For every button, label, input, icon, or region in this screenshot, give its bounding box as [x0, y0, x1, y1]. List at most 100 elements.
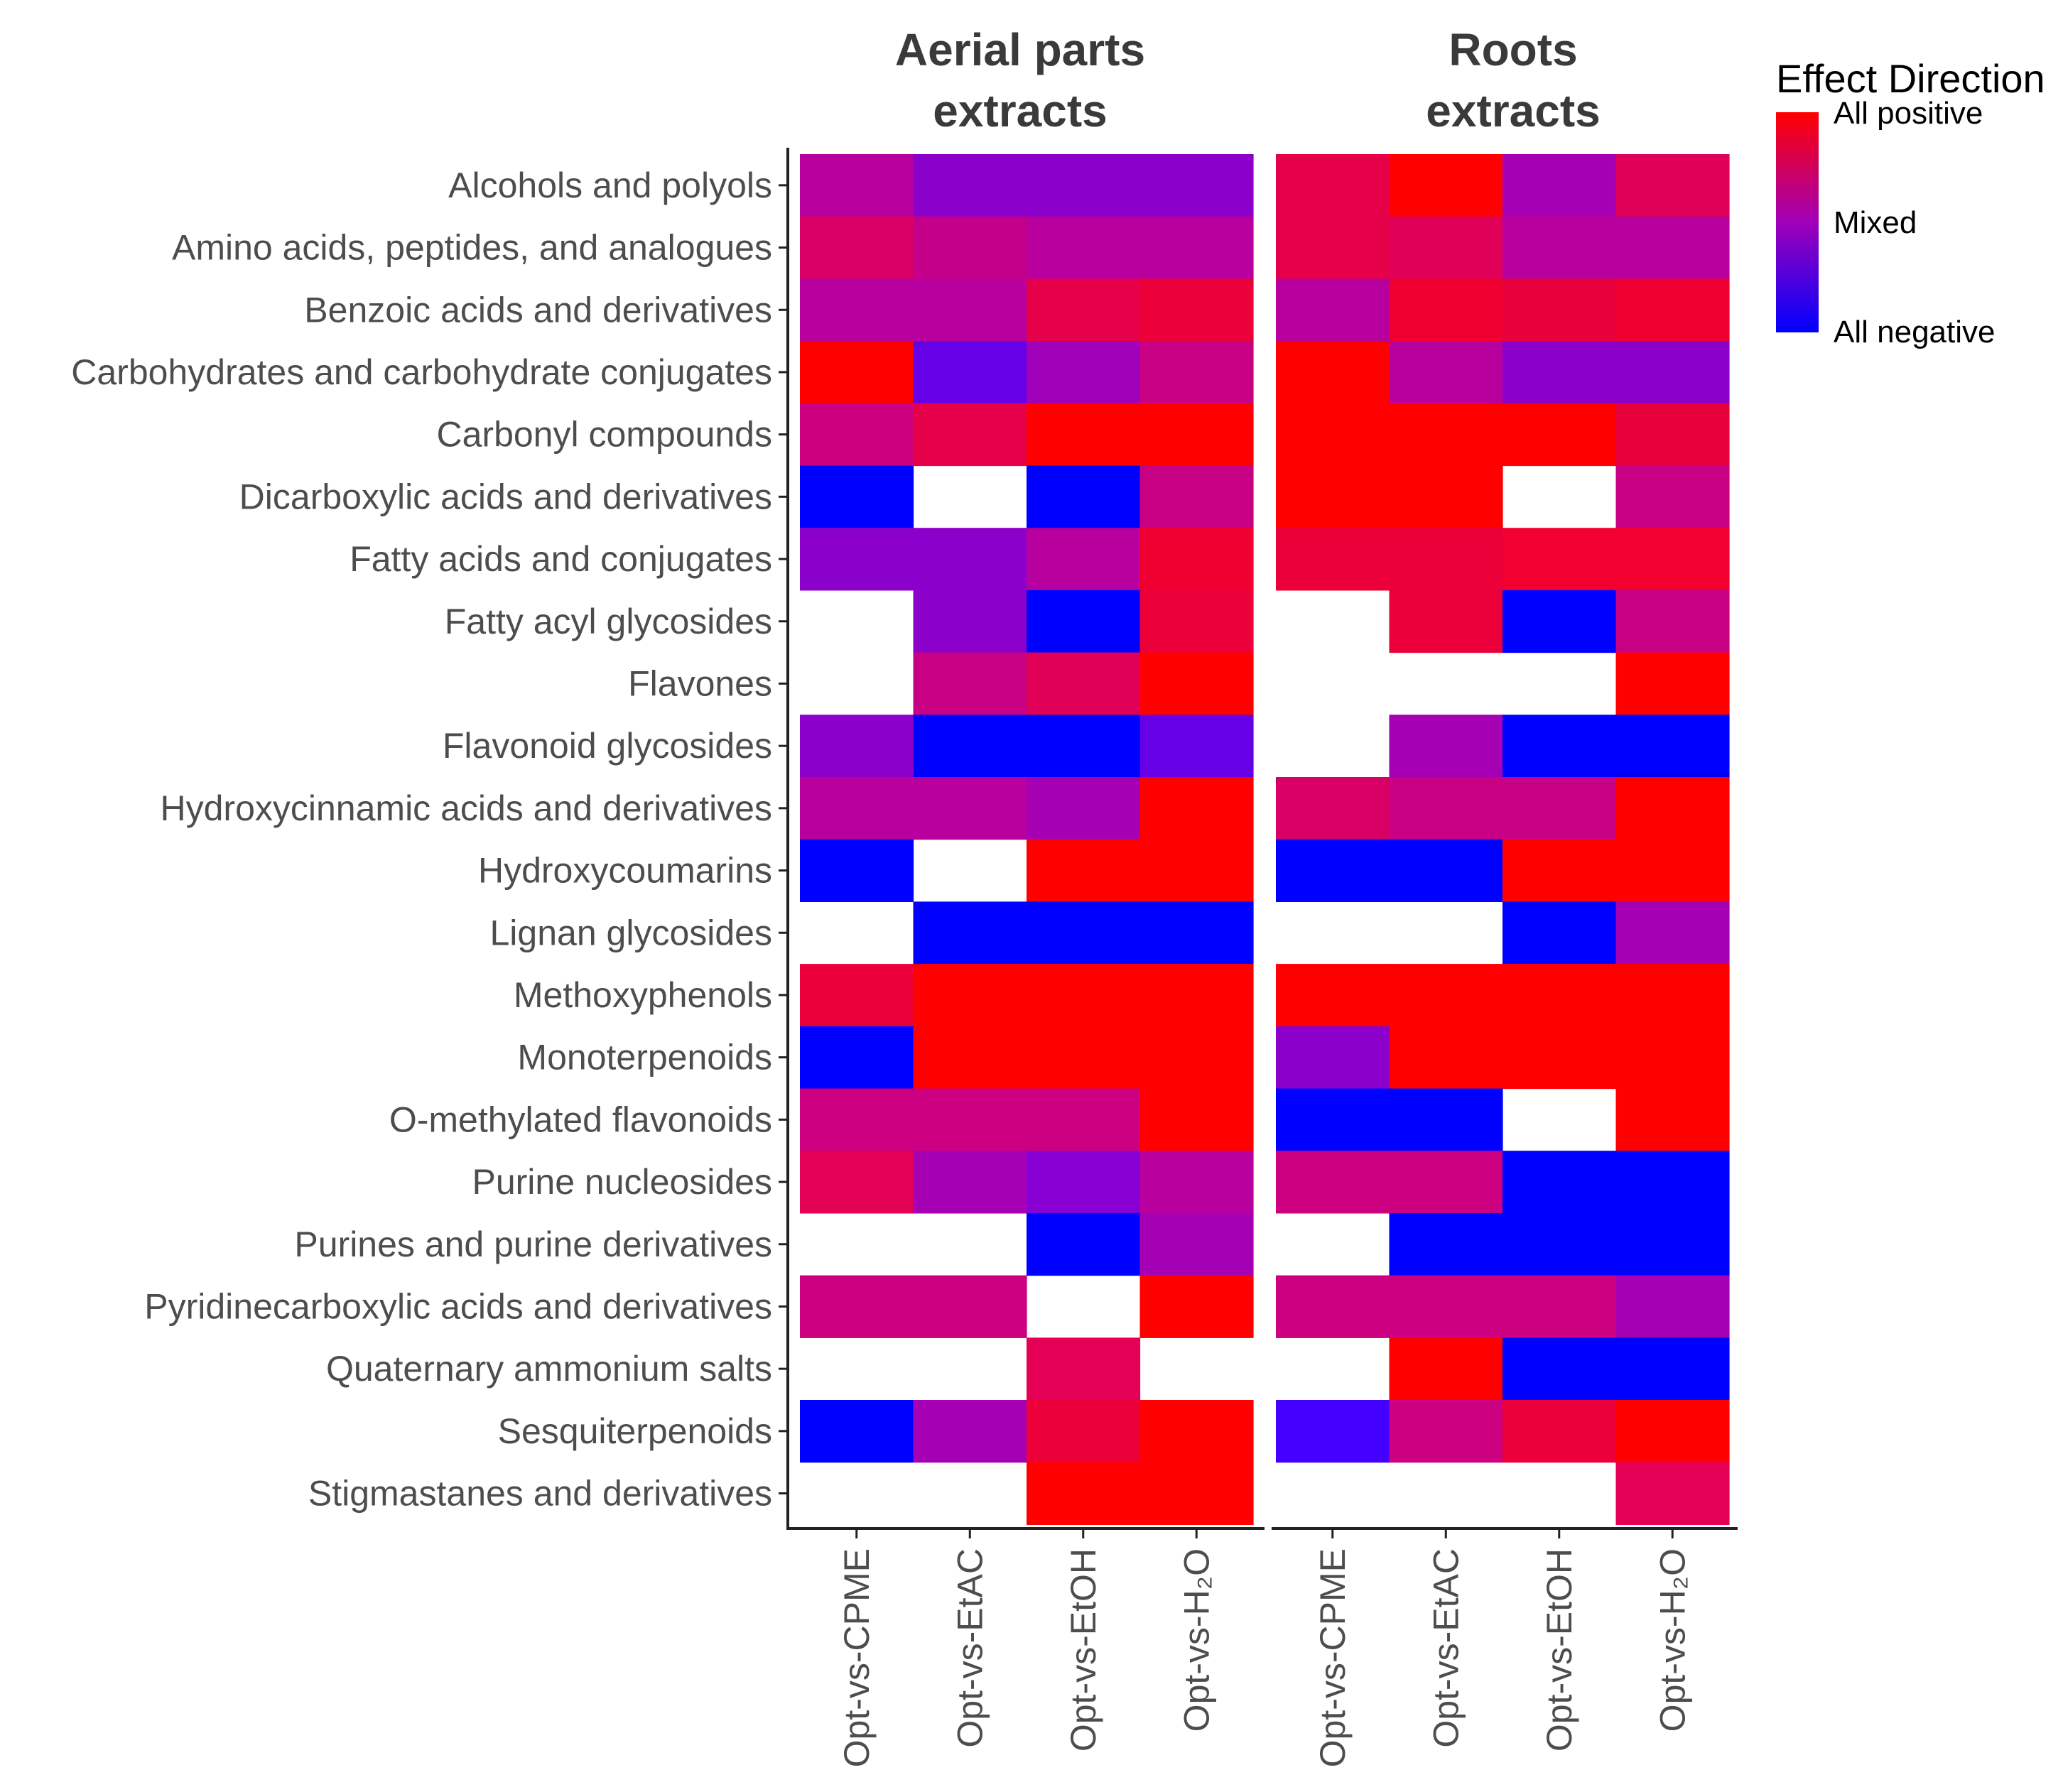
- heatmap-cell: [1276, 1026, 1390, 1090]
- y-tick-label: Alcohols and polyols: [448, 165, 772, 205]
- x-tick-label: Opt-vs-EtOH: [1539, 1548, 1579, 1752]
- heatmap-cell: [1027, 1400, 1141, 1463]
- heatmap-cell: [1139, 652, 1254, 715]
- heatmap-cell: [1389, 341, 1503, 404]
- y-tick-label: Fatty acyl glycosides: [445, 602, 772, 641]
- heatmap-cell: [800, 154, 914, 217]
- y-tick-label: O-methylated flavonoids: [389, 1099, 772, 1139]
- heatmap-cell: [1502, 1275, 1617, 1338]
- heatmap-cell: [1502, 216, 1617, 279]
- heatmap-cell: [1139, 1151, 1254, 1214]
- heatmap-cell: [1027, 154, 1141, 217]
- heatmap-cell: [1139, 1212, 1254, 1276]
- heatmap-cell: [913, 777, 1027, 840]
- heatmap-cell: [800, 1026, 914, 1090]
- legend-title: Effect Direction: [1776, 56, 2045, 101]
- heatmap-cell: [800, 1275, 914, 1338]
- heatmap-cell: [913, 1088, 1027, 1151]
- heatmap-cell: [1027, 1212, 1141, 1276]
- heatmap-cell: [913, 278, 1027, 342]
- heatmap-cell: [800, 1088, 914, 1151]
- heatmap-cell: [1027, 777, 1141, 840]
- legend-label-all-positive: All positive: [1834, 96, 1983, 131]
- y-tick-label: Purines and purine derivatives: [294, 1224, 772, 1264]
- heatmap-cell: [1139, 964, 1254, 1027]
- heatmap-cell: [1139, 1400, 1254, 1463]
- heatmap-cell: [1276, 154, 1390, 217]
- heatmap-cell: [1139, 901, 1254, 965]
- heatmap-cell: [1276, 1151, 1390, 1214]
- heatmap-cell: [1027, 901, 1141, 965]
- heatmap-cell: [1139, 777, 1254, 840]
- heatmap-cell: [800, 341, 914, 404]
- facet-title-roots-line2: extracts: [1426, 85, 1601, 136]
- heatmap-cell: [1276, 403, 1390, 467]
- heatmap-cell: [913, 341, 1027, 404]
- heatmap-cell: [1027, 839, 1141, 902]
- heatmap-cell: [1389, 590, 1503, 653]
- heatmap-cell: [1139, 1088, 1254, 1151]
- heatmap-cell: [1389, 465, 1503, 528]
- heatmap-cell: [1615, 403, 1730, 467]
- heatmap-cell: [1615, 1026, 1730, 1090]
- heatmap-cell: [1027, 1151, 1141, 1214]
- heatmap-cell: [1027, 528, 1141, 591]
- heatmap-cell: [1389, 1337, 1503, 1401]
- heatmap-cell: [1139, 154, 1254, 217]
- heatmap-cell: [913, 1151, 1027, 1214]
- heatmap-cell: [1389, 1151, 1503, 1214]
- legend-label-mixed: Mixed: [1834, 205, 1917, 240]
- heatmap-cell: [1502, 1337, 1617, 1401]
- heatmap-cell: [1389, 1275, 1503, 1338]
- heatmap-cell: [1389, 1212, 1503, 1276]
- heatmap-cell: [1027, 278, 1141, 342]
- heatmap-cell: [1502, 154, 1617, 217]
- heatmap-cell: [1276, 777, 1390, 840]
- heatmap-cell: [1027, 1337, 1141, 1401]
- heatmap-cell: [1389, 278, 1503, 342]
- heatmap-cell: [1276, 528, 1390, 591]
- facet-title-aerial-line1: Aerial parts: [895, 24, 1145, 75]
- y-tick-label: Lignan glycosides: [490, 913, 773, 952]
- y-tick-label: Dicarboxylic acids and derivatives: [239, 477, 772, 516]
- heatmap-cell: [1027, 465, 1141, 528]
- heatmap-cell: [800, 777, 914, 840]
- y-tick-label: Quaternary ammonium salts: [326, 1349, 772, 1389]
- heatmap-cell: [800, 1400, 914, 1463]
- heatmap-cell: [1615, 1212, 1730, 1276]
- heatmap-cell: [913, 1400, 1027, 1463]
- heatmap-cell: [1615, 1400, 1730, 1463]
- heatmap-cell: [913, 154, 1027, 217]
- heatmap-cell: [1139, 403, 1254, 467]
- heatmap-cell: [1139, 465, 1254, 528]
- heatmap-cell: [1276, 1400, 1390, 1463]
- heatmap-cell: [1276, 964, 1390, 1027]
- heatmap-cell: [1502, 1026, 1617, 1090]
- heatmap-cell: [1502, 590, 1617, 653]
- heatmap-cell: [1389, 216, 1503, 279]
- legend: Effect Direction All positive Mixed All …: [1776, 56, 2045, 349]
- heatmap-cell: [1615, 590, 1730, 653]
- heatmap-cell: [1276, 465, 1390, 528]
- y-tick-label: Hydroxycinnamic acids and derivatives: [161, 788, 772, 828]
- heatmap-cell: [913, 1275, 1027, 1338]
- heatmap-cell: [1502, 1212, 1617, 1276]
- heatmap-cell: [1502, 901, 1617, 965]
- heatmap-cell: [1615, 154, 1730, 217]
- heatmap-cell: [1027, 715, 1141, 778]
- heatmap-cell: [913, 964, 1027, 1027]
- y-tick-label: Carbohydrates and carbohydrate conjugate…: [71, 352, 772, 392]
- heatmap-cells: [800, 154, 1730, 1525]
- heatmap-cell: [1389, 1400, 1503, 1463]
- heatmap-cell: [1276, 839, 1390, 902]
- heatmap-cell: [1139, 341, 1254, 404]
- y-tick-label: Amino acids, peptides, and analogues: [172, 228, 772, 268]
- y-tick-label: Methoxyphenols: [514, 975, 772, 1015]
- facet-title-aerial-line2: extracts: [933, 85, 1108, 136]
- heatmap-cell: [1027, 652, 1141, 715]
- legend-label-all-negative: All negative: [1834, 315, 1995, 349]
- heatmap-cell: [800, 715, 914, 778]
- heatmap-cell: [1276, 278, 1390, 342]
- heatmap-cell: [1615, 341, 1730, 404]
- heatmap-cell: [1139, 1462, 1254, 1525]
